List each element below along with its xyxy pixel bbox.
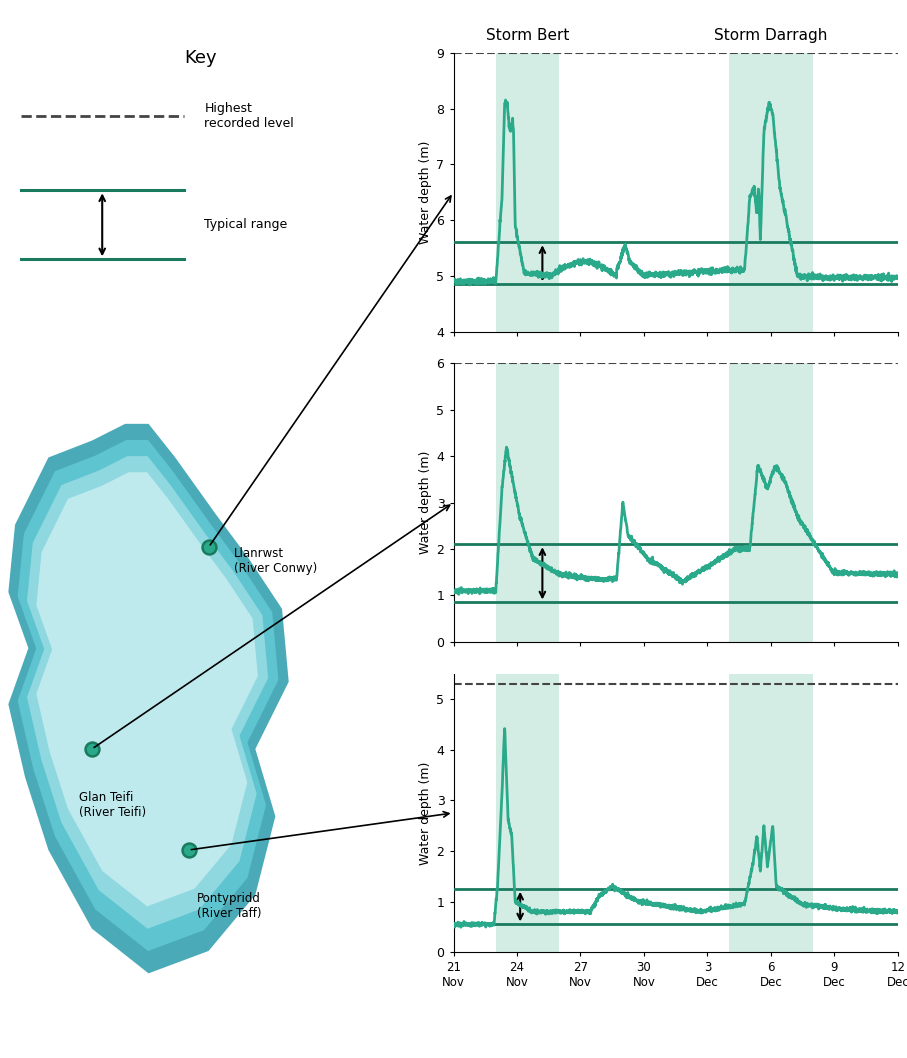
Bar — [728, 674, 814, 952]
Text: Storm Darragh: Storm Darragh — [715, 28, 827, 43]
Bar — [496, 363, 560, 642]
Text: Storm Bert: Storm Bert — [486, 28, 570, 43]
Text: Typical range: Typical range — [204, 218, 288, 232]
Bar — [728, 363, 814, 642]
Text: Llanrwst
(River Conwy): Llanrwst (River Conwy) — [234, 547, 317, 576]
Text: Key: Key — [184, 49, 217, 68]
Polygon shape — [36, 472, 258, 907]
Y-axis label: Water depth (m): Water depth (m) — [419, 451, 433, 554]
Text: Highest
recorded level: Highest recorded level — [204, 103, 294, 130]
Polygon shape — [27, 456, 268, 929]
Y-axis label: Water depth (m): Water depth (m) — [419, 141, 433, 244]
Polygon shape — [17, 440, 278, 951]
Bar — [496, 53, 560, 331]
Text: Pontypridd
(River Taff): Pontypridd (River Taff) — [197, 892, 261, 920]
Bar — [496, 674, 560, 952]
Polygon shape — [8, 424, 288, 973]
Bar — [728, 53, 814, 331]
Text: Glan Teifi
(River Teifi): Glan Teifi (River Teifi) — [79, 791, 146, 819]
Y-axis label: Water depth (m): Water depth (m) — [419, 761, 433, 864]
